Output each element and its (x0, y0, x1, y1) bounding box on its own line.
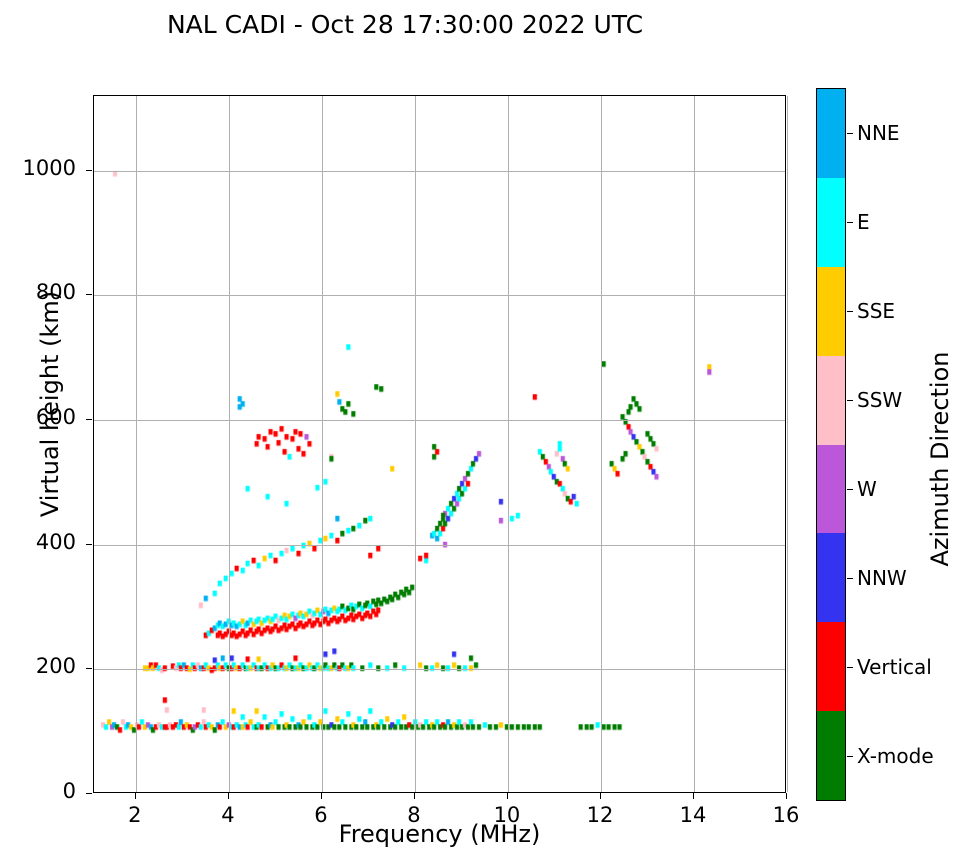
y-tick (86, 543, 92, 545)
colorbar-segment-x-mode (817, 711, 845, 800)
colorbar-label-x-mode: X-mode (857, 744, 934, 769)
x-tick (320, 793, 322, 799)
page-title: NAL CADI - Oct 28 17:30:00 2022 UTC (166, 10, 644, 39)
colorbar-label-nnw: NNW (857, 566, 907, 591)
colorbar-segment-sse (817, 266, 845, 356)
x-tick (413, 793, 415, 799)
scatter-canvas (94, 96, 785, 792)
colorbar-label-nne: NNE (857, 120, 900, 145)
colorbar-label-e: E (857, 209, 870, 234)
y-tick-label: 800 (35, 280, 76, 305)
gridline-vertical (693, 96, 695, 792)
x-tick-label: 10 (493, 803, 521, 827)
gridline-horizontal (94, 420, 785, 422)
x-axis-label: Frequency (MHz) (338, 820, 541, 848)
y-tick-label: 0 (62, 779, 76, 803)
gridline-vertical (787, 96, 788, 792)
colorbar-label-sse: SSE (857, 298, 896, 323)
colorbar-tick (847, 310, 853, 312)
colorbar-label-ssw: SSW (857, 387, 903, 412)
x-tick (786, 793, 787, 799)
x-tick (227, 793, 229, 799)
gridline-vertical (135, 96, 137, 792)
y-tick-label: 200 (35, 654, 76, 679)
colorbar-label-vertical: Vertical (857, 655, 932, 680)
gridline-vertical (507, 96, 509, 792)
y-tick-label: 400 (35, 529, 76, 554)
y-tick-label: 1000 (22, 155, 76, 180)
x-tick (506, 793, 508, 799)
colorbar-tick (847, 667, 853, 669)
colorbar-tick (847, 578, 853, 580)
colorbar-segment-nne (817, 89, 845, 178)
y-tick (86, 793, 92, 794)
colorbar-segment-ssw (817, 355, 845, 445)
gridline-vertical (228, 96, 230, 792)
colorbar-tick (847, 221, 853, 223)
x-tick-label: 14 (679, 803, 707, 827)
x-tick-label: 2 (128, 803, 142, 827)
colorbar-axis-label: Azimuth Direction (926, 351, 954, 567)
colorbar-segment-nnw (817, 533, 845, 623)
gridline-horizontal (94, 669, 785, 671)
azimuth-colorbar (816, 88, 846, 801)
colorbar-segment-vertical (817, 622, 845, 712)
y-tick (86, 419, 92, 421)
x-tick-label: 8 (407, 803, 421, 827)
y-tick (86, 668, 92, 670)
colorbar-segment-w (817, 444, 845, 534)
colorbar-tick (847, 399, 853, 401)
colorbar-label-w: W (857, 477, 877, 502)
gridline-horizontal (94, 170, 785, 172)
colorbar-tick (847, 132, 853, 134)
x-tick-label: 6 (314, 803, 328, 827)
x-tick-label: 4 (221, 803, 235, 827)
x-tick (692, 793, 694, 799)
y-tick-label: 600 (35, 405, 76, 430)
gridline-vertical (321, 96, 323, 792)
y-tick (86, 169, 92, 171)
x-tick (134, 793, 136, 799)
gridline-horizontal (94, 544, 785, 546)
gridline-vertical (414, 96, 416, 792)
y-axis-label: Virtual height (km) (36, 290, 64, 518)
x-tick (599, 793, 601, 799)
plot-area (93, 95, 788, 793)
gridline-horizontal (94, 295, 785, 297)
colorbar-tick (847, 489, 853, 491)
x-tick-label: 16 (772, 803, 800, 827)
colorbar-segment-e (817, 177, 845, 267)
gridline-vertical (600, 96, 602, 792)
x-tick-label: 12 (586, 803, 614, 827)
colorbar-tick (847, 756, 853, 758)
y-tick (86, 294, 92, 296)
